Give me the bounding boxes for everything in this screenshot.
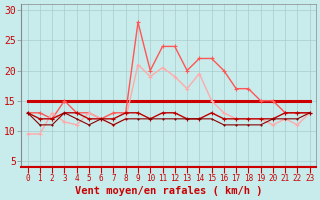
- X-axis label: Vent moyen/en rafales ( km/h ): Vent moyen/en rafales ( km/h ): [75, 186, 262, 196]
